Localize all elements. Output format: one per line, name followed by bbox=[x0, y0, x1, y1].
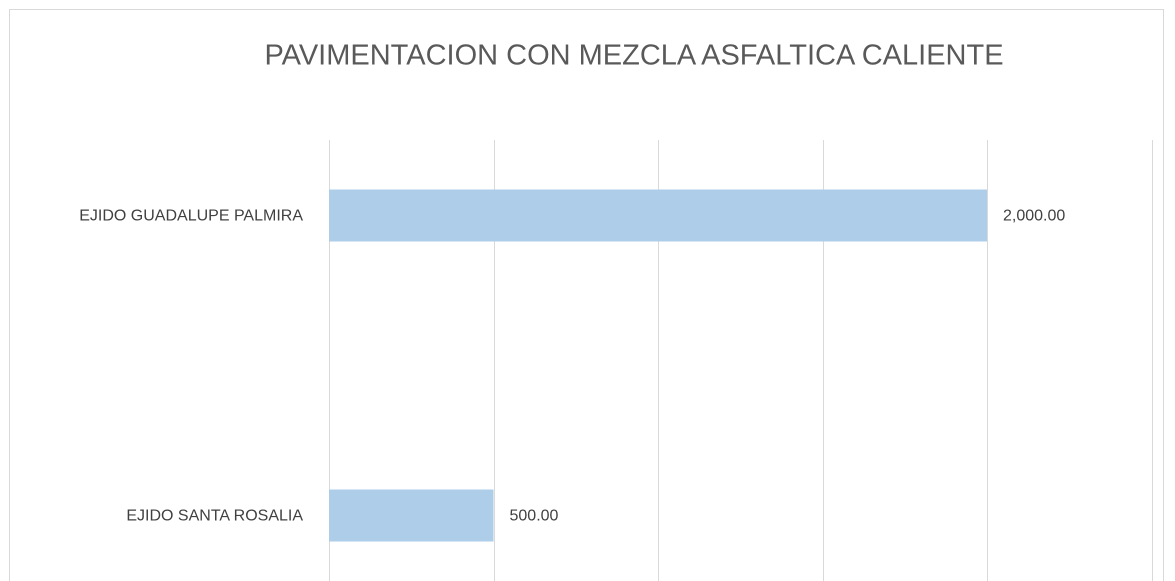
chart-border bbox=[9, 9, 1164, 581]
bar bbox=[329, 489, 494, 542]
y-tick-label: EJIDO SANTA ROSALIA bbox=[126, 508, 303, 525]
chart-title: PAVIMENTACION CON MEZCLA ASFALTICA CALIE… bbox=[264, 40, 1003, 72]
y-tick-label: EJIDO GUADALUPE PALMIRA bbox=[79, 208, 303, 225]
data-label: 2,000.00 bbox=[1003, 208, 1065, 225]
bar bbox=[329, 189, 987, 242]
data-label: 500.00 bbox=[510, 508, 559, 525]
